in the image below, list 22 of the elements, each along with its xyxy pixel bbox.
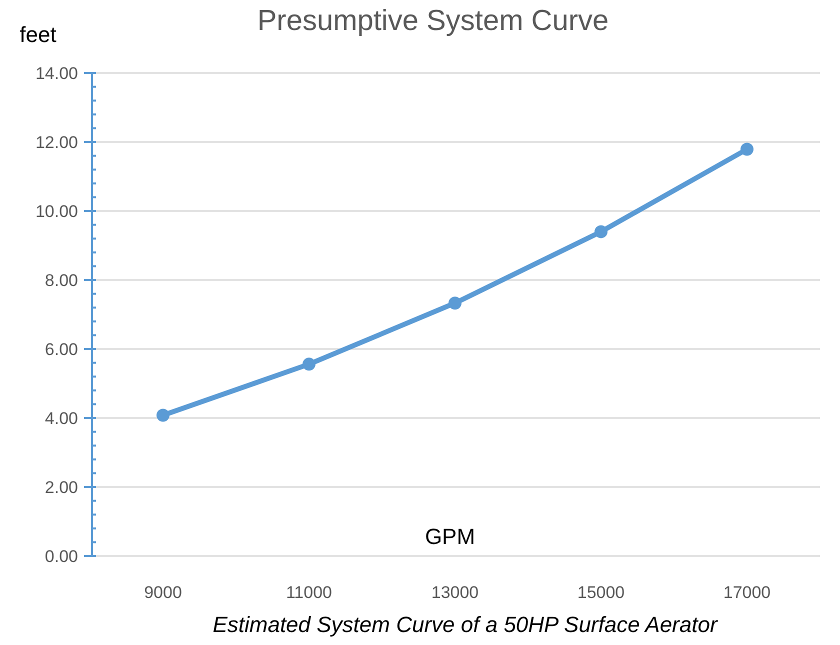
chart-title: Presumptive System Curve [257,5,609,37]
point [302,358,316,371]
x-tick-label: 17000 [723,582,771,602]
x-axis-title: GPM [424,524,476,549]
y-tick-label: 6.00 [44,340,78,359]
point [448,296,462,310]
y-tick-label: 2.00 [44,478,78,497]
point [594,225,608,238]
y-tick-label: 14.00 [35,64,78,83]
y-axis-title: feet [20,22,56,47]
text: Estimated System Curve of a 50HP Surface Aerator [212,612,719,637]
x-tick-label: 15000 [577,582,625,602]
x-tick-label: 9000 [144,582,182,602]
y-tick-label: 0.00 [44,546,78,566]
point [740,142,754,156]
x-tick-label: 11000 [286,582,332,602]
point [156,408,170,422]
y-tick-label: 8.00 [44,270,78,290]
y-tick-label: 4.00 [44,408,78,428]
y-tick-label: 10.00 [35,202,78,221]
x-tick-label: 13000 [431,582,479,602]
y-tick-label: 12.00 [35,132,78,152]
